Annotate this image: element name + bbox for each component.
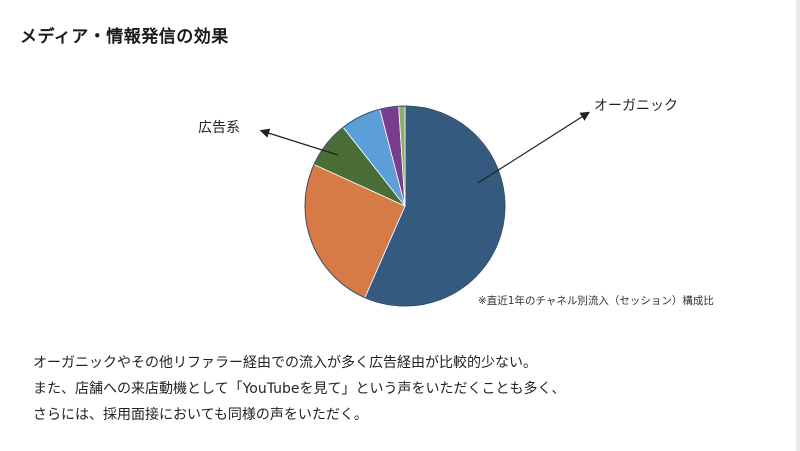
description-line: オーガニックやその他リファラー経由での流入が多く広告経由が比較的少ない。 xyxy=(33,355,537,371)
description-line: また、店舗への来店動機として「YouTubeを見て」という声をいただくことも多く… xyxy=(33,381,566,397)
chart-note: ※直近1年のチャネル別流入（セッション）構成比 xyxy=(478,295,714,307)
callout-label: オーガニック xyxy=(594,98,678,114)
pie-outline xyxy=(304,105,506,307)
page-title: メディア・情報発信の効果 xyxy=(20,27,229,47)
scrollbar-track[interactable] xyxy=(796,0,800,451)
callout-label: 広告系 xyxy=(198,120,240,136)
callout-arrow xyxy=(477,111,591,184)
callout-arrow xyxy=(259,128,339,156)
description-line: さらには、採用面接においても同様の声をいただく。 xyxy=(33,407,368,423)
description: オーガニックやその他リファラー経由での流入が多く広告経由が比較的少ない。 また、… xyxy=(33,350,566,428)
